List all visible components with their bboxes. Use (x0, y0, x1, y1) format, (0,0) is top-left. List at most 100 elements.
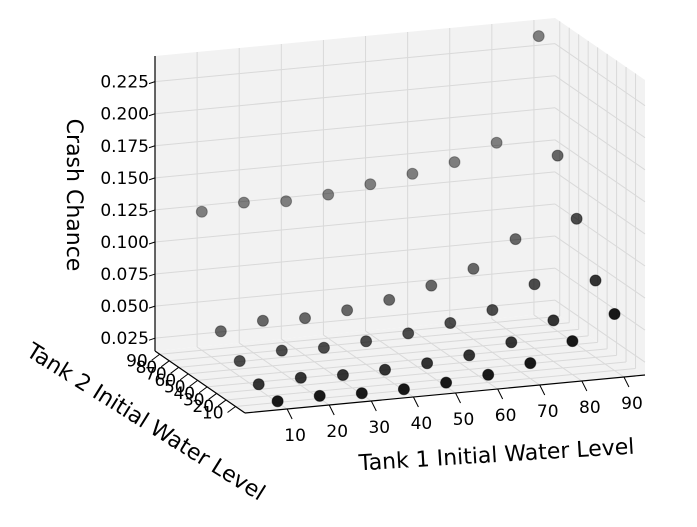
data-point (271, 395, 284, 408)
z-tick-label: 0.025 (100, 329, 149, 349)
data-point (341, 304, 354, 317)
grid-line-x-floor (323, 334, 414, 398)
x-tick-mark (286, 408, 293, 420)
data-point (524, 357, 537, 370)
z-tick-mark (148, 209, 156, 213)
x-tick-mark (539, 384, 546, 396)
data-point (482, 368, 495, 381)
data-point (299, 312, 311, 325)
grid-line-z-back (154, 235, 556, 275)
data-point (486, 304, 499, 316)
data-point (397, 383, 410, 396)
z-tick-mark (148, 273, 156, 277)
chart-points (195, 30, 621, 408)
grid-line-x-floor (407, 326, 498, 390)
grid-line-z-back (154, 171, 556, 211)
data-point (294, 371, 307, 384)
y-tick-mark (217, 399, 227, 407)
y-tick-label: 40 (173, 384, 195, 404)
x-tick-label: 30 (368, 418, 390, 438)
grid-line-y-floor (226, 361, 627, 401)
y-tick-label: 60 (155, 371, 177, 391)
grid-line-z-right (554, 139, 646, 203)
z-tick-label: 0.050 (100, 297, 149, 317)
data-point (490, 136, 503, 149)
y-tick-mark (179, 373, 189, 381)
data-point (233, 355, 246, 367)
z-tick-label: 0.125 (100, 201, 149, 221)
x-tick-mark (623, 376, 630, 388)
data-point (336, 369, 349, 381)
grid-line-z-back (154, 107, 556, 147)
data-point (355, 387, 368, 400)
grid-line-y-floor (188, 335, 589, 375)
x-tick-label: 60 (495, 406, 517, 426)
y-tick-label: 30 (183, 390, 205, 410)
grid-line-x-floor (449, 322, 541, 386)
z-tick-label: 0.200 (100, 105, 149, 125)
grid-line-z-back (154, 75, 556, 115)
grid-line-y-floor (159, 315, 560, 355)
data-point (252, 378, 265, 391)
z-tick-mark (148, 145, 156, 149)
data-point (505, 336, 518, 349)
grid-line-z-right (554, 75, 646, 139)
back-pane (155, 18, 555, 351)
data-point (547, 314, 560, 327)
z-tick-mark (148, 305, 156, 309)
y-tick-mark (151, 353, 161, 361)
z-tick-mark (148, 113, 156, 117)
y-tick-mark (198, 386, 208, 394)
z-tick-label: 0.150 (100, 169, 149, 189)
grid-line-z-right (554, 43, 646, 107)
data-point (402, 327, 415, 340)
data-point (467, 262, 480, 275)
x-tick-mark (455, 392, 461, 404)
y-tick-label: 10 (202, 403, 224, 423)
right-pane (555, 18, 645, 375)
grid-line-z-back (154, 43, 556, 83)
data-point (608, 308, 621, 320)
data-point (280, 195, 293, 208)
grid-line-z-back (154, 139, 556, 179)
grid-line-y-floor (197, 341, 598, 381)
x-tick-mark (412, 396, 419, 408)
grid-line-z-right (554, 235, 646, 299)
data-point (237, 196, 250, 209)
data-point (448, 156, 461, 169)
data-point (379, 363, 391, 376)
z-axis-label: Crash Chance (61, 119, 86, 272)
grid-line-x-floor (281, 338, 372, 402)
z-tick-mark (148, 177, 156, 181)
data-point (360, 335, 373, 348)
z-tick-label: 0.075 (100, 265, 149, 285)
data-point (444, 317, 457, 329)
grid-line-x-floor (491, 318, 583, 382)
chart-axes (148, 56, 646, 420)
grid-line-z-right (554, 107, 646, 171)
y-tick-label: 90 (126, 351, 148, 371)
data-point (383, 293, 396, 306)
grid-line-y-floor (235, 367, 636, 407)
data-point (275, 344, 288, 357)
x-tick-mark (370, 400, 377, 412)
data-point (440, 376, 453, 389)
x-tick-label: 70 (537, 402, 559, 422)
y-tick-mark (160, 360, 170, 368)
grid-line-y-floor (216, 354, 617, 394)
x-tick-label: 90 (621, 394, 643, 414)
z-tick-label: 0.225 (100, 73, 149, 93)
data-point (509, 233, 522, 246)
grid-line-y-floor (178, 328, 579, 368)
x-axis-line (244, 374, 646, 414)
grid-line-x-floor (533, 314, 625, 378)
x-tick-label: 50 (453, 410, 475, 430)
y-tick-label: 20 (192, 397, 214, 417)
data-point (421, 357, 434, 370)
y-tick-mark (227, 406, 236, 413)
grid-line-x-floor (196, 346, 288, 410)
data-point (214, 325, 227, 338)
data-point (566, 335, 579, 348)
